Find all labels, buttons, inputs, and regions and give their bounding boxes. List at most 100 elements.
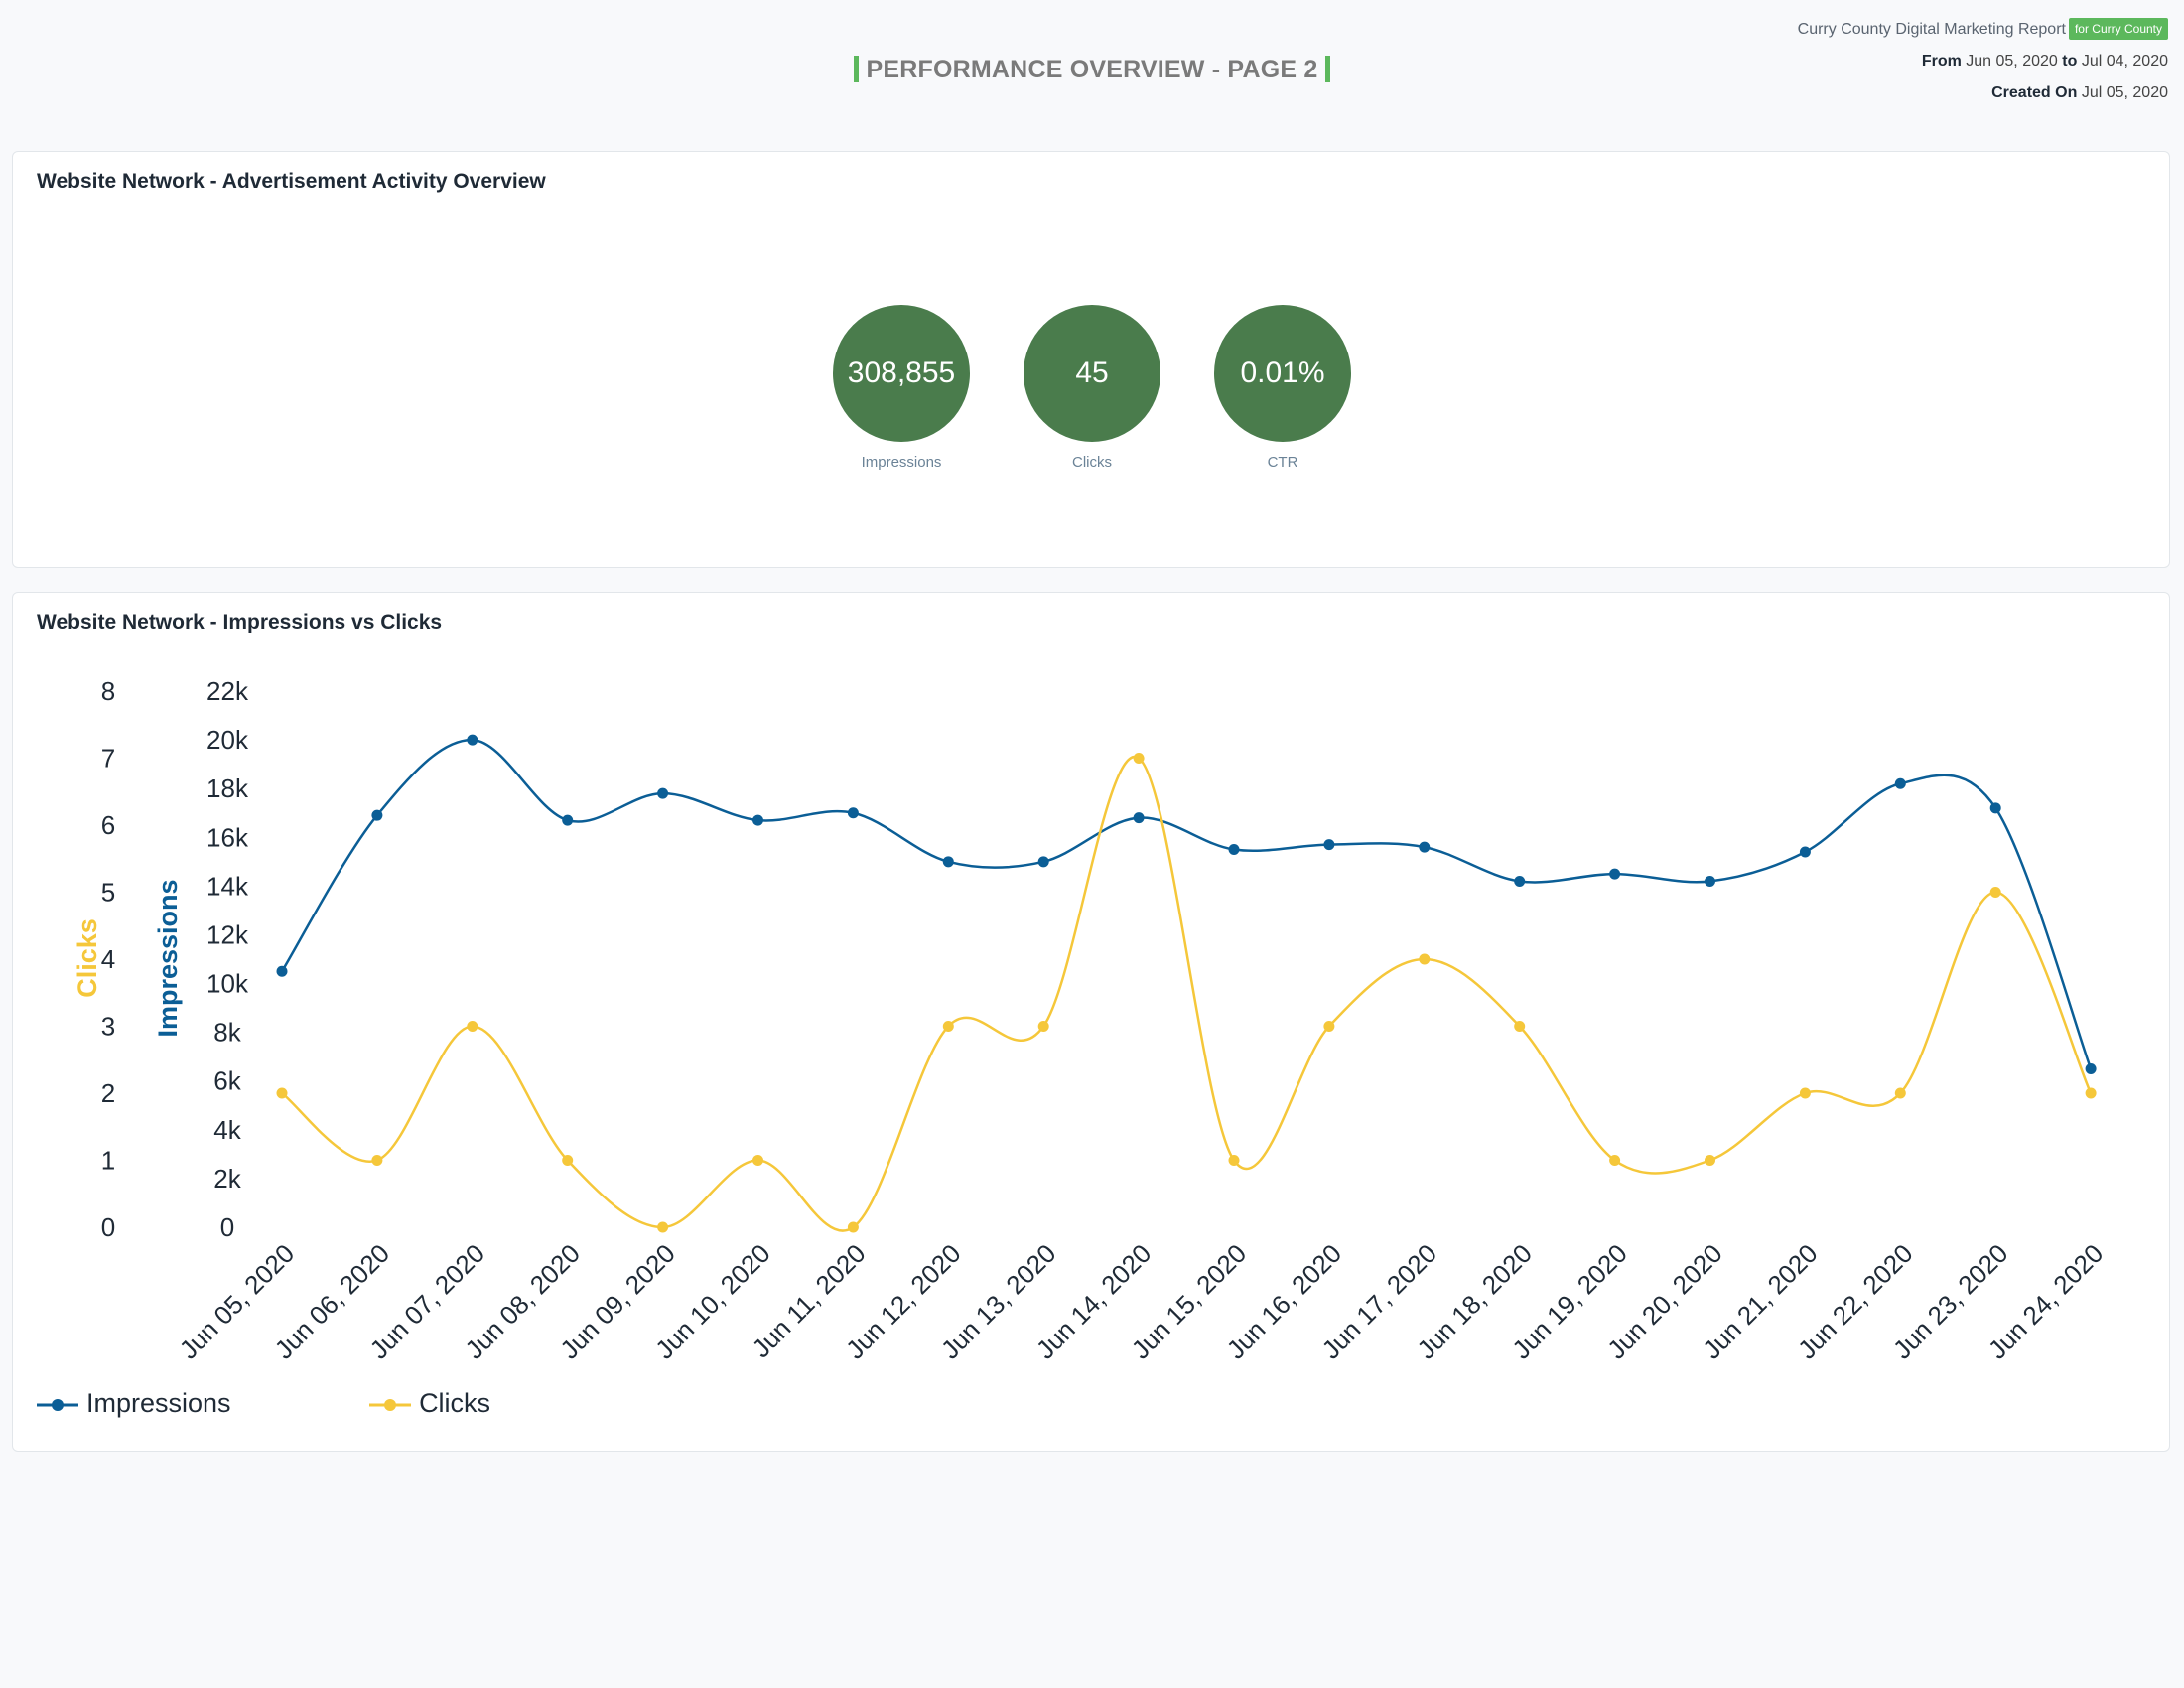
county-badge: for Curry County — [2068, 18, 2168, 40]
impressions-data-point — [1799, 846, 1811, 858]
kpi-row: 308,855 Impressions 45 Clicks 0.01% CTR — [13, 305, 2171, 471]
impressions-data-point — [1228, 844, 1240, 856]
clicks-data-point — [1989, 887, 2001, 898]
legend-impressions[interactable]: Impressions — [35, 1388, 231, 1419]
kpi-clicks-value: 45 — [1024, 305, 1160, 442]
impressions-data-point — [371, 809, 383, 821]
impressions-tick-label: 2k — [213, 1164, 241, 1194]
impressions-data-point — [942, 856, 954, 868]
chart-card: Website Network - Impressions vs Clicks … — [12, 592, 2170, 1452]
impressions-data-point — [1989, 802, 2001, 814]
to-date: Jul 04, 2020 — [2081, 53, 2168, 70]
impressions-tick-label: 10k — [206, 969, 249, 999]
impressions-tick-label: 12k — [206, 919, 249, 949]
impressions-data-point — [752, 814, 763, 826]
clicks-data-point — [1323, 1021, 1335, 1032]
clicks-tick-label: 5 — [101, 878, 115, 908]
legend-impressions-marker — [37, 1399, 78, 1412]
impressions-tick-label: 4k — [213, 1115, 241, 1145]
impressions-data-point — [1133, 812, 1145, 824]
chart-legend: Impressions Clicks — [35, 1387, 619, 1419]
clicks-tick-label: 6 — [101, 810, 115, 840]
clicks-data-point — [1799, 1087, 1811, 1099]
title-accent-left — [853, 56, 859, 82]
clicks-data-point — [371, 1155, 383, 1166]
impressions-tick-label: 6k — [213, 1066, 241, 1096]
impressions-data-point — [1323, 839, 1335, 851]
kpi-ctr: 0.01% CTR — [1214, 305, 1351, 471]
clicks-data-point — [1133, 753, 1145, 764]
impressions-tick-label: 0 — [220, 1212, 234, 1242]
overview-card-title: Website Network - Advertisement Activity… — [37, 170, 546, 193]
clicks-data-point — [1228, 1155, 1240, 1166]
impressions-tick-label: 14k — [206, 871, 249, 901]
kpi-impressions-value: 308,855 — [833, 305, 970, 442]
clicks-series-line — [281, 755, 2093, 1232]
kpi-ctr-label: CTR — [1267, 454, 1298, 471]
clicks-tick-label: 4 — [101, 944, 115, 974]
from-date: Jun 05, 2020 — [1966, 53, 2058, 70]
clicks-data-point — [467, 1021, 478, 1032]
clicks-data-point — [1419, 953, 1431, 965]
impressions-data-point — [1894, 777, 1906, 789]
clicks-data-point — [1705, 1155, 1715, 1166]
clicks-tick-label: 0 — [101, 1212, 115, 1242]
impressions-data-point — [467, 734, 478, 746]
clicks-tick-label: 8 — [101, 676, 115, 706]
clicks-data-point — [276, 1087, 288, 1099]
chart-card-title: Website Network - Impressions vs Clicks — [37, 611, 443, 633]
impressions-data-point — [2085, 1062, 2097, 1074]
clicks-data-point — [942, 1021, 954, 1032]
legend-impressions-label: Impressions — [86, 1388, 231, 1419]
page-title: PERFORMANCE OVERVIEW - PAGE 2 — [0, 56, 2184, 84]
kpi-impressions: 308,855 Impressions — [833, 305, 970, 471]
clicks-tick-label: 3 — [101, 1012, 115, 1042]
kpi-impressions-label: Impressions — [861, 454, 942, 471]
clicks-data-point — [752, 1155, 763, 1166]
clicks-data-point — [2085, 1087, 2097, 1099]
from-label: From — [1921, 53, 1962, 70]
impressions-axis-title: Impressions — [153, 879, 183, 1037]
report-name: Curry County Digital Marketing Report — [1797, 21, 2066, 38]
impressions-data-point — [1609, 868, 1621, 880]
report-meta: Curry County Digital Marketing Report for… — [1798, 18, 2168, 113]
title-accent-right — [1325, 56, 1331, 82]
overview-card: Website Network - Advertisement Activity… — [12, 151, 2170, 568]
created-label: Created On — [1991, 84, 2078, 101]
clicks-data-point — [1037, 1021, 1049, 1032]
page-title-text: PERFORMANCE OVERVIEW - PAGE 2 — [866, 56, 1318, 83]
created-row: Created On Jul 05, 2020 — [1798, 81, 2168, 113]
impressions-data-point — [657, 787, 669, 799]
impressions-tick-label: 20k — [206, 725, 249, 755]
impressions-tick-label: 22k — [206, 676, 249, 706]
impressions-tick-label: 16k — [206, 822, 249, 852]
clicks-data-point — [562, 1155, 574, 1166]
impressions-data-point — [1037, 856, 1049, 868]
legend-clicks-marker — [369, 1399, 412, 1412]
impressions-clicks-chart: 0 1 2 3 4 5 6 7 8 0 2k 4k 6k 8k 10k 12k 14k 16k 18k 20k 22k C… — [72, 676, 2109, 1365]
legend-clicks-label: Clicks — [419, 1388, 491, 1419]
impressions-tick-label: 18k — [206, 774, 249, 803]
clicks-data-point — [847, 1221, 859, 1233]
report-name-row: Curry County Digital Marketing Report for… — [1798, 18, 2168, 50]
to-label: to — [2062, 53, 2078, 70]
clicks-data-point — [1514, 1021, 1526, 1032]
impressions-data-point — [1514, 875, 1526, 887]
impressions-data-point — [1705, 875, 1715, 887]
clicks-data-point — [657, 1221, 669, 1233]
clicks-tick-label: 2 — [101, 1078, 115, 1108]
impressions-tick-label: 8k — [213, 1018, 241, 1048]
clicks-data-point — [1609, 1155, 1621, 1166]
clicks-tick-label: 1 — [101, 1146, 115, 1176]
created-date: Jul 05, 2020 — [2081, 84, 2168, 101]
impressions-data-point — [1419, 841, 1431, 853]
clicks-axis-title: Clicks — [72, 918, 102, 998]
date-range-row: From Jun 05, 2020 to Jul 04, 2020 — [1798, 50, 2168, 81]
impressions-data-point — [562, 814, 574, 826]
impressions-data-point — [847, 807, 859, 819]
impressions-series-line — [280, 738, 2093, 1069]
kpi-clicks: 45 Clicks — [1024, 305, 1160, 471]
legend-clicks[interactable]: Clicks — [367, 1388, 490, 1419]
clicks-tick-label: 7 — [101, 744, 115, 774]
kpi-ctr-value: 0.01% — [1214, 305, 1351, 442]
